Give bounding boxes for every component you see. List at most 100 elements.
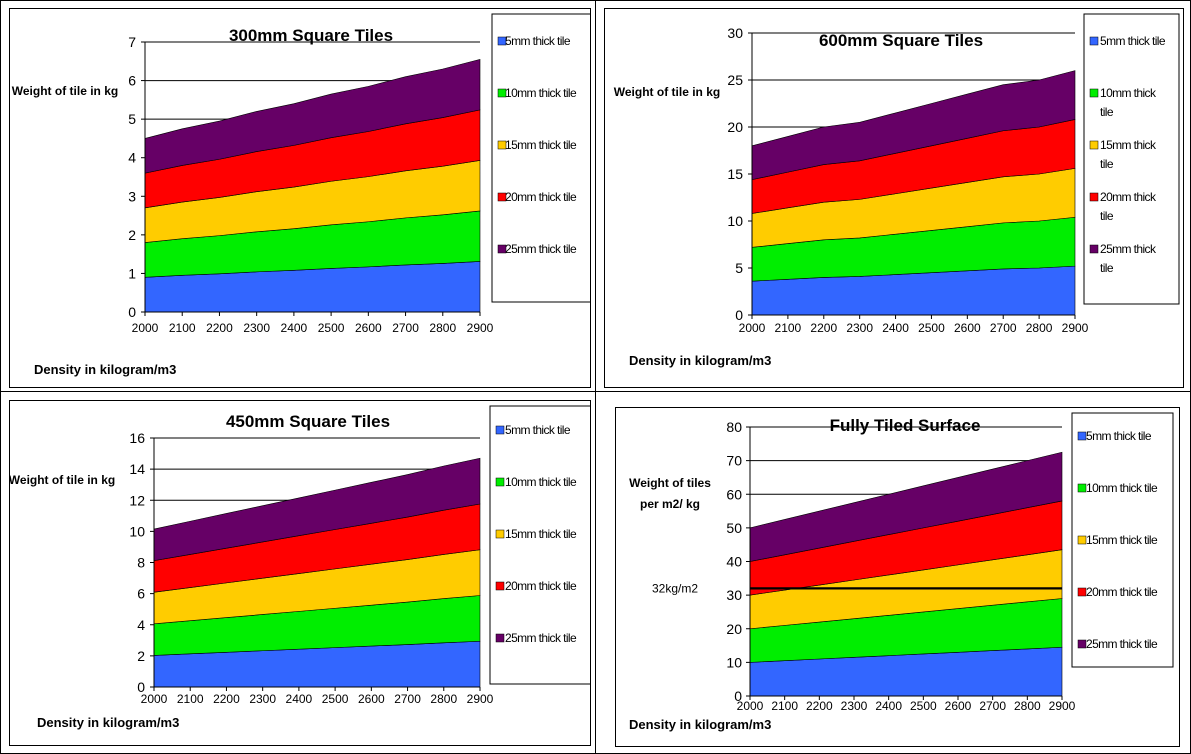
legend-swatch-20mm-thick-tile: [1077, 587, 1087, 597]
legend-swatch-25mm-thick-tile: [1089, 244, 1099, 254]
y-tick-label: 2: [137, 648, 145, 664]
x-axis-label: Density in kilogram/m3: [629, 353, 771, 368]
legend-label-10mm-thick-tile: 10mm thick tile: [1100, 86, 1157, 119]
legend-swatch-10mm-thick-tile: [1077, 483, 1087, 493]
x-tick-label: 2800: [430, 692, 457, 706]
x-tick-label: 2000: [141, 692, 168, 706]
y-tick-label: 0: [734, 688, 742, 704]
x-axis-label: Density in kilogram/m3: [37, 715, 179, 730]
x-tick-label: 2500: [318, 321, 345, 335]
x-tick-label: 2900: [1049, 699, 1076, 713]
y-tick-label: 80: [726, 419, 742, 435]
x-tick-label: 2300: [243, 321, 270, 335]
x-tick-label: 2500: [322, 692, 349, 706]
legend-label-10mm-thick-tile: 10mm thick tile: [505, 475, 577, 489]
legend-label-25mm-thick-tile: 25mm thick tile: [1100, 242, 1157, 275]
legend-swatch-15mm-thick-tile: [1077, 535, 1087, 545]
y-axis-label: Weight of tile in kg: [614, 85, 720, 99]
y-tick-label: 10: [726, 654, 742, 670]
x-tick-label: 2800: [1026, 321, 1053, 335]
x-tick-label: 2600: [358, 692, 385, 706]
y-tick-label: 20: [726, 621, 742, 637]
legend-label-25mm-thick-tile: 25mm thick tile: [505, 631, 577, 645]
x-tick-label: 2900: [467, 321, 494, 335]
legend-label-5mm-thick-tile: 5mm thick tile: [1086, 429, 1152, 443]
legend-swatch-20mm-thick-tile: [1089, 192, 1099, 202]
chart-panel-300mm: 0 1 2 3 4 5 6 7 2000 2100 2200 2300 2400 2500 2600 2700…: [0, 0, 596, 392]
area-25mm-thick-tile: [749, 451, 1063, 562]
reference-line-label: 32kg/m2: [652, 581, 698, 595]
legend-label-15mm-thick-tile: 15mm thick tile: [505, 138, 577, 152]
y-tick-label: 3: [128, 188, 136, 204]
x-tick-label: 2200: [806, 699, 833, 713]
y-tick-label: 12: [129, 492, 145, 508]
legend-swatch-5mm-thick-tile: [1077, 431, 1087, 441]
x-tick-label: 2700: [990, 321, 1017, 335]
y-axis-label: Weight of tiles per m2/ kg: [629, 476, 711, 511]
x-tick-label: 2100: [775, 321, 802, 335]
y-axis-label: Weight of tile in kg: [12, 84, 118, 98]
legend-label-15mm-thick-tile: 15mm thick tile: [1100, 138, 1157, 171]
y-tick-label: 15: [727, 166, 743, 182]
x-tick-label: 2500: [918, 321, 945, 335]
legend-swatch-25mm-thick-tile: [1077, 639, 1087, 649]
legend-swatch-5mm-thick-tile: [495, 425, 505, 435]
chart-panel-450mm: 0 2 4 6 8 10 12 14 16 2000 2100 2200 2300 2400 2500 260…: [0, 391, 596, 754]
y-tick-label: 30: [726, 587, 742, 603]
x-tick-label: 2100: [169, 321, 196, 335]
y-tick-label: 4: [137, 617, 145, 633]
legend-label-5mm-thick-tile: 5mm thick tile: [505, 34, 571, 48]
x-tick-label: 2000: [739, 321, 766, 335]
x-axis-label: Density in kilogram/m3: [629, 717, 771, 732]
x-tick-label: 2800: [1014, 699, 1041, 713]
x-tick-label: 2400: [286, 692, 313, 706]
y-tick-label: 50: [726, 520, 742, 536]
legend-label-20mm-thick-tile: 20mm thick tile: [1086, 585, 1158, 599]
area-25mm-thick-tile: [153, 457, 481, 561]
y-tick-label: 5: [735, 260, 743, 276]
x-tick-label: 2900: [1062, 321, 1089, 335]
y-tick-label: 25: [727, 72, 743, 88]
chart-panel-fully-tiled: 32kg/m2 0 10 20 30 40 50 60 70 80 2000 2100 2200 2300…: [595, 391, 1191, 754]
x-tick-label: 2200: [810, 321, 837, 335]
legend-label-15mm-thick-tile: 15mm thick tile: [505, 527, 577, 541]
chart-frame: 0 2 4 6 8 10 12 14 16 2000 2100 2200 2300 2400 2500 260…: [9, 400, 592, 746]
legend-swatch-15mm-thick-tile: [497, 140, 507, 150]
chart-300mm-square-tiles: 0 1 2 3 4 5 6 7 2000 2100 2200 2300 2400 2500 2600 2700…: [12, 13, 594, 377]
x-tick-label: 2100: [177, 692, 204, 706]
legend-swatch-20mm-thick-tile: [497, 192, 507, 202]
legend-swatch-25mm-thick-tile: [497, 244, 507, 254]
chart-panel-600mm: 0 5 10 15 20 25 30 2000 2100 2200 2300 2400 2500 2600…: [595, 0, 1191, 392]
y-tick-label: 16: [129, 430, 145, 446]
x-tick-label: 2600: [945, 699, 972, 713]
legend-label-20mm-thick-tile: 20mm thick tile: [505, 579, 577, 593]
y-tick-label: 8: [137, 555, 145, 571]
y-tick-label: 20: [727, 119, 743, 135]
x-tick-label: 2700: [392, 321, 419, 335]
x-tick-label: 2000: [132, 321, 159, 335]
legend-label-15mm-thick-tile: 15mm thick tile: [1086, 533, 1158, 547]
legend-swatch-10mm-thick-tile: [497, 88, 507, 98]
x-tick-label: 2500: [910, 699, 937, 713]
legend: [1071, 412, 1174, 668]
y-tick-label: 7: [128, 34, 136, 50]
area-25mm-thick-tile: [144, 58, 481, 174]
x-tick-label: 2100: [771, 699, 798, 713]
y-tick-label: 10: [129, 523, 145, 539]
y-tick-label: 6: [137, 586, 145, 602]
y-tick-label: 5: [128, 111, 136, 127]
y-tick-label: 0: [735, 307, 743, 323]
x-tick-label: 2700: [394, 692, 421, 706]
x-tick-label: 2400: [882, 321, 909, 335]
legend-swatch-15mm-thick-tile: [1089, 140, 1099, 150]
legend-swatch-15mm-thick-tile: [495, 529, 505, 539]
x-tick-label: 2400: [281, 321, 308, 335]
y-tick-label: 6: [128, 73, 136, 89]
x-tick-label: 2300: [841, 699, 868, 713]
legend: [489, 405, 592, 685]
legend-label-5mm-thick-tile: 5mm thick tile: [505, 423, 571, 437]
chart-title: 450mm Square Tiles: [226, 412, 390, 431]
legend-label-10mm-thick-tile: 10mm thick tile: [505, 86, 577, 100]
y-tick-label: 40: [726, 554, 742, 570]
area-25mm-thick-tile: [751, 70, 1076, 181]
